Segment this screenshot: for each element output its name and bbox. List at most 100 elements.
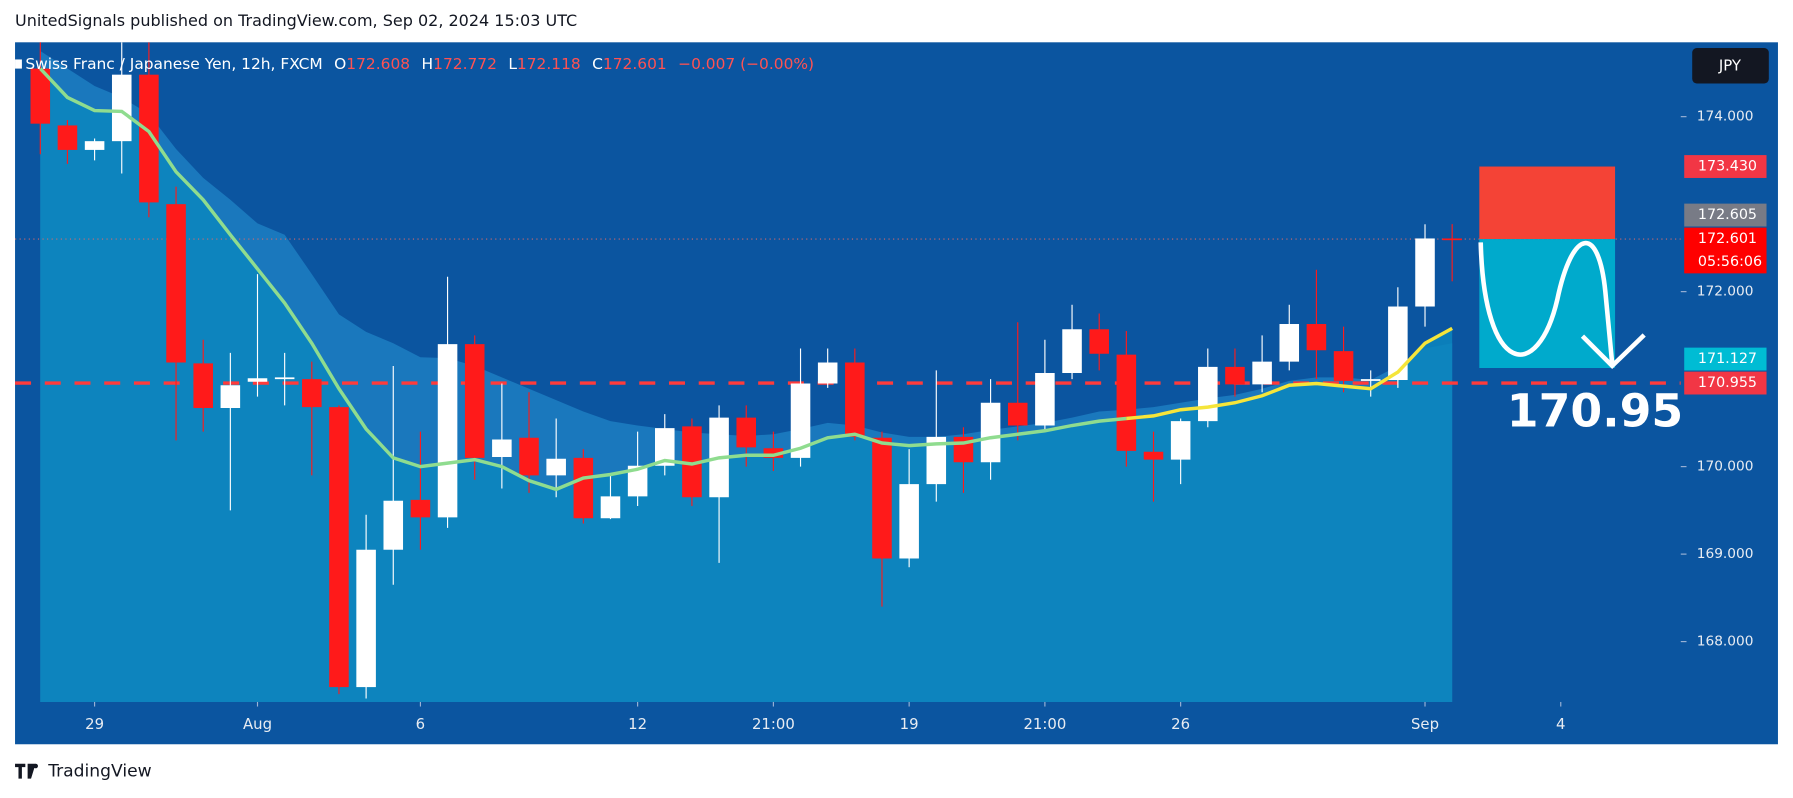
x-tick-label: 19 xyxy=(900,715,919,733)
ohlc-value: 172.601 xyxy=(603,55,667,73)
candle-body xyxy=(1252,361,1272,385)
y-tick-label: 169.000 xyxy=(1697,546,1754,562)
arrow-head xyxy=(1580,333,1646,370)
candle-body xyxy=(790,383,811,458)
price-tag-label: 173.430 xyxy=(1698,159,1757,175)
x-tick-label: 21:00 xyxy=(1023,715,1066,733)
candle-body xyxy=(573,457,594,519)
candle-body xyxy=(980,402,1001,463)
candle-body xyxy=(437,344,458,518)
candle-body xyxy=(247,378,268,382)
x-tick-label: 12 xyxy=(628,715,647,733)
candle-body xyxy=(899,484,919,559)
candle-body xyxy=(30,68,51,124)
x-tick-label: 26 xyxy=(1171,715,1190,733)
candle-body xyxy=(193,363,213,409)
drawn-arrow xyxy=(1478,240,1615,364)
candle-body xyxy=(302,379,322,408)
brand-logo xyxy=(15,763,38,779)
price-tag-countdown: 05:56:06 xyxy=(1698,254,1762,270)
plot-area xyxy=(15,42,1681,702)
moving-average xyxy=(1126,326,1453,421)
symbol: Swiss Franc / Japanese Yen, 12h, FXCM xyxy=(25,55,322,73)
currency-box xyxy=(1692,48,1769,84)
price-tag xyxy=(1684,347,1767,371)
candle-body xyxy=(464,344,485,458)
candle-body xyxy=(274,377,295,380)
y-tick-label: 174.000 xyxy=(1697,109,1754,125)
candle-body xyxy=(1442,238,1462,241)
overlay: 168.000 169.000 170.000 172.000 174.000 29 Aug… xyxy=(85,109,1767,733)
candle-body xyxy=(1415,238,1435,307)
candle-body xyxy=(1198,366,1218,422)
x-tick-label: 21:00 xyxy=(752,715,795,733)
legend-line: Swiss Franc / Japanese Yen, 12h, FXCM O17… xyxy=(25,55,814,73)
candle-body xyxy=(166,204,186,363)
candle-body xyxy=(329,407,349,688)
candle-body xyxy=(1360,379,1381,381)
candle-body xyxy=(383,500,404,550)
legend: Swiss Franc / Japanese Yen, 12h, FXCM O17… xyxy=(15,55,814,73)
candle-body xyxy=(1035,373,1055,426)
ohlc-letter: C xyxy=(592,55,603,73)
candle-body xyxy=(1333,351,1354,381)
ohlc-letter: L xyxy=(508,55,517,73)
change: −0.007 (−0.00%) xyxy=(678,55,814,73)
candle-body xyxy=(600,496,621,519)
candle-body xyxy=(1225,366,1245,385)
candle-body xyxy=(139,74,159,203)
candle-body xyxy=(57,125,78,150)
candle-body xyxy=(1306,324,1327,351)
stop-zone xyxy=(1479,166,1616,240)
candle-body xyxy=(1170,421,1191,460)
candle-body xyxy=(1007,402,1028,426)
price-tag-label: 171.127 xyxy=(1698,351,1757,367)
candle-body xyxy=(627,465,648,497)
candle-body xyxy=(1143,451,1164,460)
candle-body xyxy=(111,74,132,142)
brand-name: TradingView xyxy=(47,762,151,782)
x-tick-label: 6 xyxy=(416,715,425,733)
candle-body xyxy=(410,499,431,518)
candle-body xyxy=(845,362,865,437)
candle-body xyxy=(492,439,512,457)
x-tick-label: 4 xyxy=(1556,715,1565,733)
candle-body xyxy=(84,141,105,150)
ohlc-letter: O xyxy=(334,55,346,73)
candle-body xyxy=(1062,329,1082,374)
candle-body xyxy=(356,549,376,688)
legend-marker xyxy=(15,59,22,69)
candle-body xyxy=(872,437,892,559)
price-tag-label: 170.955 xyxy=(1698,375,1757,391)
candle-body xyxy=(926,436,947,485)
candle-body xyxy=(519,437,539,476)
candle-body xyxy=(1279,324,1300,362)
y-tick-label: 168.000 xyxy=(1697,634,1754,650)
y-tick-label: 172.000 xyxy=(1697,284,1754,300)
ohlc-letter: H xyxy=(422,55,434,73)
target-text: 170.95 xyxy=(1507,384,1683,437)
price-tag xyxy=(1684,155,1767,178)
candle-body xyxy=(1388,306,1408,381)
candle-body xyxy=(1116,354,1137,451)
ohlc-value: 172.118 xyxy=(517,55,581,73)
price-tag xyxy=(1684,371,1767,395)
x-tick-label: Sep xyxy=(1411,715,1439,733)
candle-body xyxy=(682,426,702,498)
x-tick-label: Aug xyxy=(243,715,272,733)
price-tag-label: 172.605 xyxy=(1698,207,1757,223)
price-tag-label: 172.601 xyxy=(1698,231,1757,247)
currency-label: JPY xyxy=(1718,56,1742,74)
price-tag xyxy=(1684,203,1767,227)
ohlc-value: 172.608 xyxy=(346,55,410,73)
y-tick-label: 170.000 xyxy=(1697,459,1754,475)
candle-body xyxy=(655,428,675,466)
publish-header: UnitedSignals published on TradingView.c… xyxy=(15,11,577,30)
candle-body xyxy=(817,362,838,384)
candle-body xyxy=(736,417,757,448)
candle-body xyxy=(763,448,784,458)
moving-average xyxy=(39,67,1127,492)
candle-body xyxy=(1089,329,1109,354)
